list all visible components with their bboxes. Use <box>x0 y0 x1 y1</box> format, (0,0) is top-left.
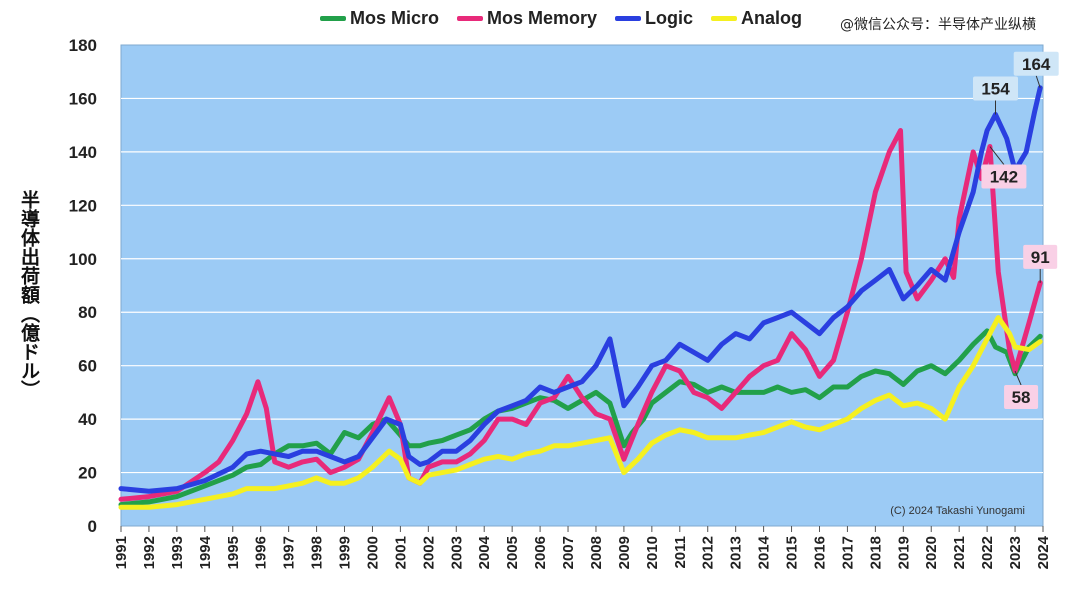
series-lines <box>118 85 1043 510</box>
x-tick-label: 2008 <box>588 536 605 569</box>
x-tick-label: 1991 <box>113 536 130 569</box>
legend-swatch-analog <box>711 16 738 21</box>
annotation-box <box>1013 51 1059 76</box>
y-tick-label: 180 <box>69 36 97 55</box>
x-tick-label: 2013 <box>728 536 745 569</box>
watermark: @微信公众号：半导体产业纵横 <box>840 17 1036 33</box>
legend-item-logic: Logic <box>615 8 693 29</box>
y-axis-label: 半導体出荷額（億ドル） <box>18 190 40 399</box>
annotation-box <box>1023 244 1058 269</box>
y-tick-label: 100 <box>69 250 97 269</box>
y-tick-labels: 0 20 40 60 80 100 120 140 160 180 <box>69 36 97 536</box>
annotations: 164 154 142 91 58 <box>973 51 1059 410</box>
legend: Mos Micro Mos Memory Logic Analog <box>320 8 802 29</box>
x-tick-label: 2002 <box>420 536 437 569</box>
legend-label-mos-micro: Mos Micro <box>350 8 440 28</box>
x-tick-label: 2009 <box>616 536 633 569</box>
legend-swatch-logic <box>615 16 642 21</box>
legend-label-mos-memory: Mos Memory <box>487 8 598 28</box>
x-tick-label: 2000 <box>364 536 381 569</box>
x-tick-label: 1999 <box>337 536 354 569</box>
y-tick-label: 60 <box>78 357 97 376</box>
x-tick-label: 2019 <box>895 536 912 569</box>
series-line-logic <box>118 85 1043 494</box>
x-tick-label: 2015 <box>784 536 801 569</box>
annotation-label: 91 <box>1031 248 1050 267</box>
annotation-label: 154 <box>981 79 1010 98</box>
x-tick-label: 1994 <box>197 535 214 569</box>
y-tick-label: 80 <box>78 303 97 322</box>
gridlines <box>121 97 1043 474</box>
x-tick-label: 2011 <box>672 536 689 569</box>
annotation-label: 58 <box>1012 388 1031 407</box>
x-tick-label: 2010 <box>644 536 661 569</box>
legend-label-analog: Analog <box>741 8 803 28</box>
x-tick-label: 2007 <box>560 536 577 569</box>
series-line-mos-memory <box>118 128 1043 502</box>
x-tick-label: 2004 <box>476 535 493 569</box>
x-tick-label: 2014 <box>756 535 773 569</box>
x-tick-label: 1995 <box>225 536 242 569</box>
y-tick-label: 140 <box>69 143 97 162</box>
legend-item-mos-micro: Mos Micro <box>320 8 439 29</box>
annotation-box <box>1004 385 1039 410</box>
annotation-leader <box>1014 370 1022 386</box>
x-tick-label: 2022 <box>979 536 996 569</box>
y-tick-label: 0 <box>88 517 97 536</box>
x-tick-label: 1998 <box>309 536 326 569</box>
legend-item-analog: Analog <box>711 8 802 29</box>
legend-swatch-mos-micro <box>320 16 346 21</box>
y-tick-label: 120 <box>69 196 97 215</box>
annotation-label: 164 <box>1022 55 1051 74</box>
annotation-leader <box>1035 75 1041 88</box>
x-tick-label: 2020 <box>923 536 940 569</box>
x-tick-label: 1996 <box>253 536 270 569</box>
y-tick-label: 20 <box>78 464 97 483</box>
x-tick-label: 2012 <box>700 536 717 569</box>
x-tick-label: 2021 <box>951 536 968 569</box>
x-tick-label: 1993 <box>169 536 186 569</box>
legend-item-mos-memory: Mos Memory <box>457 8 597 29</box>
annotation-box <box>973 76 1019 101</box>
x-tick-label: 2003 <box>448 536 465 569</box>
annotation-leader <box>989 146 1005 165</box>
x-tick-label: 2016 <box>811 536 828 569</box>
x-tick-label: 2023 <box>1007 536 1024 569</box>
y-tick-label: 40 <box>78 410 97 429</box>
annotation-box <box>981 164 1027 189</box>
x-tick-label: 2006 <box>532 536 549 569</box>
x-tick-label: 2005 <box>504 536 521 569</box>
series-line-mos-micro <box>118 328 1043 508</box>
x-tick-label: 2001 <box>392 536 409 569</box>
x-tick-label: 1997 <box>281 536 298 569</box>
x-tick-labels: 1991 1992 1993 1994 1995 1996 1997 1998 1999 2000… <box>113 526 1052 569</box>
y-tick-label: 160 <box>69 89 97 108</box>
legend-label-logic: Logic <box>645 8 694 28</box>
annotation-label: 142 <box>990 168 1018 187</box>
x-tick-label: 2017 <box>839 536 856 569</box>
x-tick-label: 1992 <box>141 536 158 569</box>
x-tick-label: 2024 <box>1035 535 1052 569</box>
legend-swatch-mos-memory <box>457 16 484 21</box>
x-tick-label: 2018 <box>867 536 884 569</box>
series-line-analog <box>118 315 1043 510</box>
copyright-note: (C) 2024 Takashi Yunogami <box>890 505 1025 517</box>
